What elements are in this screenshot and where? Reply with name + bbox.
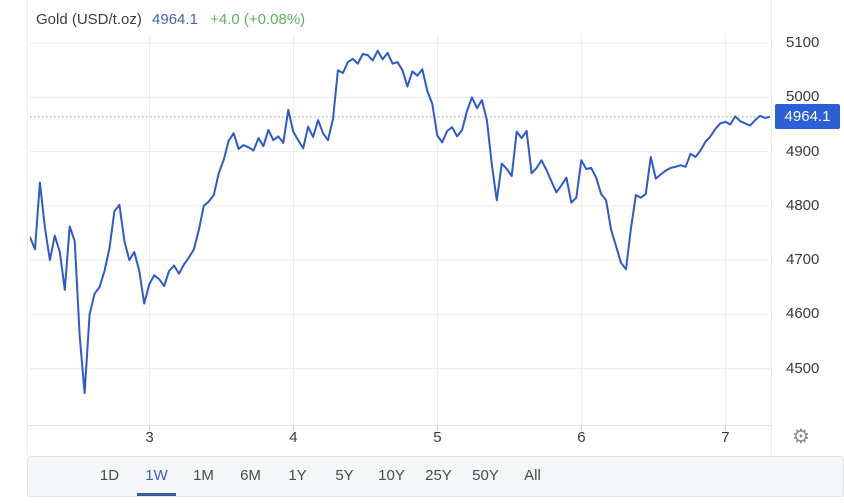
- range-button-10y[interactable]: 10Y: [378, 467, 405, 484]
- y-axis-label: 4700: [786, 251, 820, 269]
- widget-left-border: [27, 0, 28, 455]
- y-axis-label: 4900: [786, 142, 820, 160]
- current-price-badge: 4964.1: [775, 104, 840, 129]
- y-axis-label: 5100: [786, 34, 820, 52]
- widget-right-border: [771, 0, 772, 455]
- x-axis-label: 4: [289, 429, 298, 446]
- y-axis-label: 4600: [786, 305, 820, 323]
- range-button-6m[interactable]: 6M: [240, 467, 261, 484]
- y-axis-label: 5000: [786, 88, 820, 106]
- y-axis-label: 4800: [786, 196, 820, 214]
- range-button-1y[interactable]: 1Y: [288, 467, 307, 484]
- chart-header: Gold (USD/t.oz) 4964.1 +4.0 (+0.08%): [36, 11, 305, 28]
- range-toolbar: 1D 1W 1M 6M 1Y 5Y 10Y 25Y 50Y All: [27, 456, 844, 497]
- price-chart-plot[interactable]: [30, 35, 770, 432]
- x-axis-label: 3: [145, 429, 154, 446]
- range-button-50y[interactable]: 50Y: [472, 467, 499, 484]
- x-axis-label: 6: [577, 429, 586, 446]
- x-axis-line: [27, 425, 771, 426]
- last-price: 4964.1: [152, 11, 198, 28]
- range-button-1m[interactable]: 1M: [193, 467, 214, 484]
- range-button-1w[interactable]: 1W: [133, 457, 180, 496]
- price-line-series: [30, 49, 770, 394]
- instrument-name: Gold (USD/t.oz): [36, 11, 142, 28]
- settings-gear-icon[interactable]: ⚙: [792, 426, 810, 448]
- x-axis-label: 7: [721, 429, 730, 446]
- range-button-1d[interactable]: 1D: [99, 467, 120, 484]
- range-button-all[interactable]: All: [524, 467, 541, 484]
- price-change: +4.0 (+0.08%): [210, 11, 306, 28]
- y-axis-label: 4500: [786, 359, 820, 377]
- range-button-25y[interactable]: 25Y: [425, 467, 452, 484]
- x-axis-label: 5: [433, 429, 442, 446]
- range-button-5y[interactable]: 5Y: [335, 467, 354, 484]
